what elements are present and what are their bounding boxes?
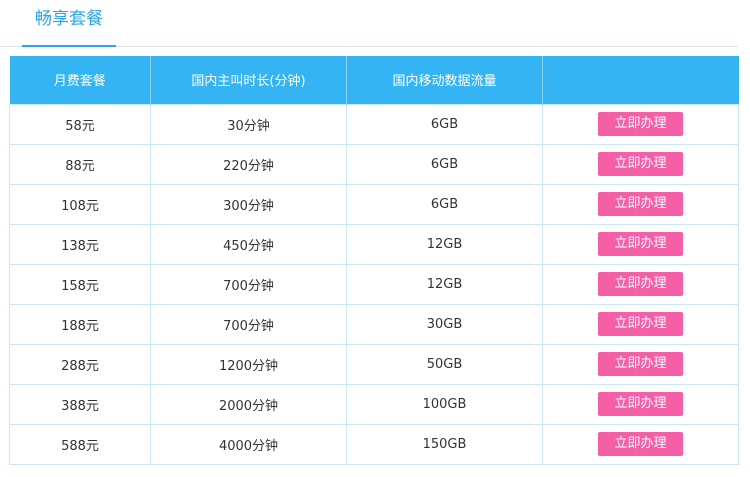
plan-data: 150GB (346, 423, 543, 465)
plan-minutes: 1200分钟 (150, 343, 347, 385)
table-row: 288元 1200分钟 50GB 立即办理 (9, 343, 739, 385)
apply-button[interactable]: 立即办理 (598, 152, 683, 176)
plan-minutes: 220分钟 (150, 143, 347, 185)
plan-action-cell: 立即办理 (542, 183, 739, 225)
plan-action-cell: 立即办理 (542, 423, 739, 465)
plan-minutes: 30分钟 (150, 103, 347, 145)
plan-minutes: 300分钟 (150, 183, 347, 225)
plan-minutes: 4000分钟 (150, 423, 347, 465)
plan-price: 588元 (9, 423, 151, 465)
plan-price: 388元 (9, 383, 151, 425)
tab-plan-enjoy[interactable]: 畅享套餐 (22, 0, 116, 47)
header-monthly-plan: 月费套餐 (9, 56, 151, 104)
plan-action-cell: 立即办理 (542, 383, 739, 425)
plan-data: 30GB (346, 303, 543, 345)
plan-minutes: 2000分钟 (150, 383, 347, 425)
plan-price: 138元 (9, 223, 151, 265)
apply-button[interactable]: 立即办理 (598, 392, 683, 416)
plan-action-cell: 立即办理 (542, 223, 739, 265)
apply-button[interactable]: 立即办理 (598, 352, 683, 376)
table-row: 58元 30分钟 6GB 立即办理 (9, 103, 739, 145)
tab-bar: 畅享套餐 (0, 0, 738, 47)
table-row: 388元 2000分钟 100GB 立即办理 (9, 383, 739, 425)
table-row: 588元 4000分钟 150GB 立即办理 (9, 423, 739, 465)
plan-data: 12GB (346, 263, 543, 305)
plan-data: 12GB (346, 223, 543, 265)
apply-button[interactable]: 立即办理 (598, 232, 683, 256)
plan-price: 88元 (9, 143, 151, 185)
table-row: 138元 450分钟 12GB 立即办理 (9, 223, 739, 265)
apply-button[interactable]: 立即办理 (598, 432, 683, 456)
plan-data: 6GB (346, 103, 543, 145)
plan-action-cell: 立即办理 (542, 263, 739, 305)
plan-price: 58元 (9, 103, 151, 145)
table-row: 188元 700分钟 30GB 立即办理 (9, 303, 739, 345)
plan-action-cell: 立即办理 (542, 343, 739, 385)
header-action (542, 56, 739, 104)
plan-minutes: 700分钟 (150, 263, 347, 305)
plan-price: 158元 (9, 263, 151, 305)
plan-action-cell: 立即办理 (542, 103, 739, 145)
plan-price: 108元 (9, 183, 151, 225)
plan-data: 100GB (346, 383, 543, 425)
plan-minutes: 450分钟 (150, 223, 347, 265)
table-header-row: 月费套餐 国内主叫时长(分钟) 国内移动数据流量 (9, 56, 739, 104)
apply-button[interactable]: 立即办理 (598, 312, 683, 336)
apply-button[interactable]: 立即办理 (598, 272, 683, 296)
plan-price: 188元 (9, 303, 151, 345)
apply-button[interactable]: 立即办理 (598, 112, 683, 136)
plan-price: 288元 (9, 343, 151, 385)
plan-action-cell: 立即办理 (542, 303, 739, 345)
header-data-traffic: 国内移动数据流量 (346, 56, 543, 104)
table-row: 88元 220分钟 6GB 立即办理 (9, 143, 739, 185)
plan-data: 6GB (346, 143, 543, 185)
plan-data: 6GB (346, 183, 543, 225)
table-row: 108元 300分钟 6GB 立即办理 (9, 183, 739, 225)
table-row: 158元 700分钟 12GB 立即办理 (9, 263, 739, 305)
header-call-minutes: 国内主叫时长(分钟) (150, 56, 347, 104)
plans-table: 月费套餐 国内主叫时长(分钟) 国内移动数据流量 58元 30分钟 6GB 立即办理 8… (9, 56, 739, 465)
apply-button[interactable]: 立即办理 (598, 192, 683, 216)
plan-minutes: 700分钟 (150, 303, 347, 345)
plan-action-cell: 立即办理 (542, 143, 739, 185)
plan-data: 50GB (346, 343, 543, 385)
